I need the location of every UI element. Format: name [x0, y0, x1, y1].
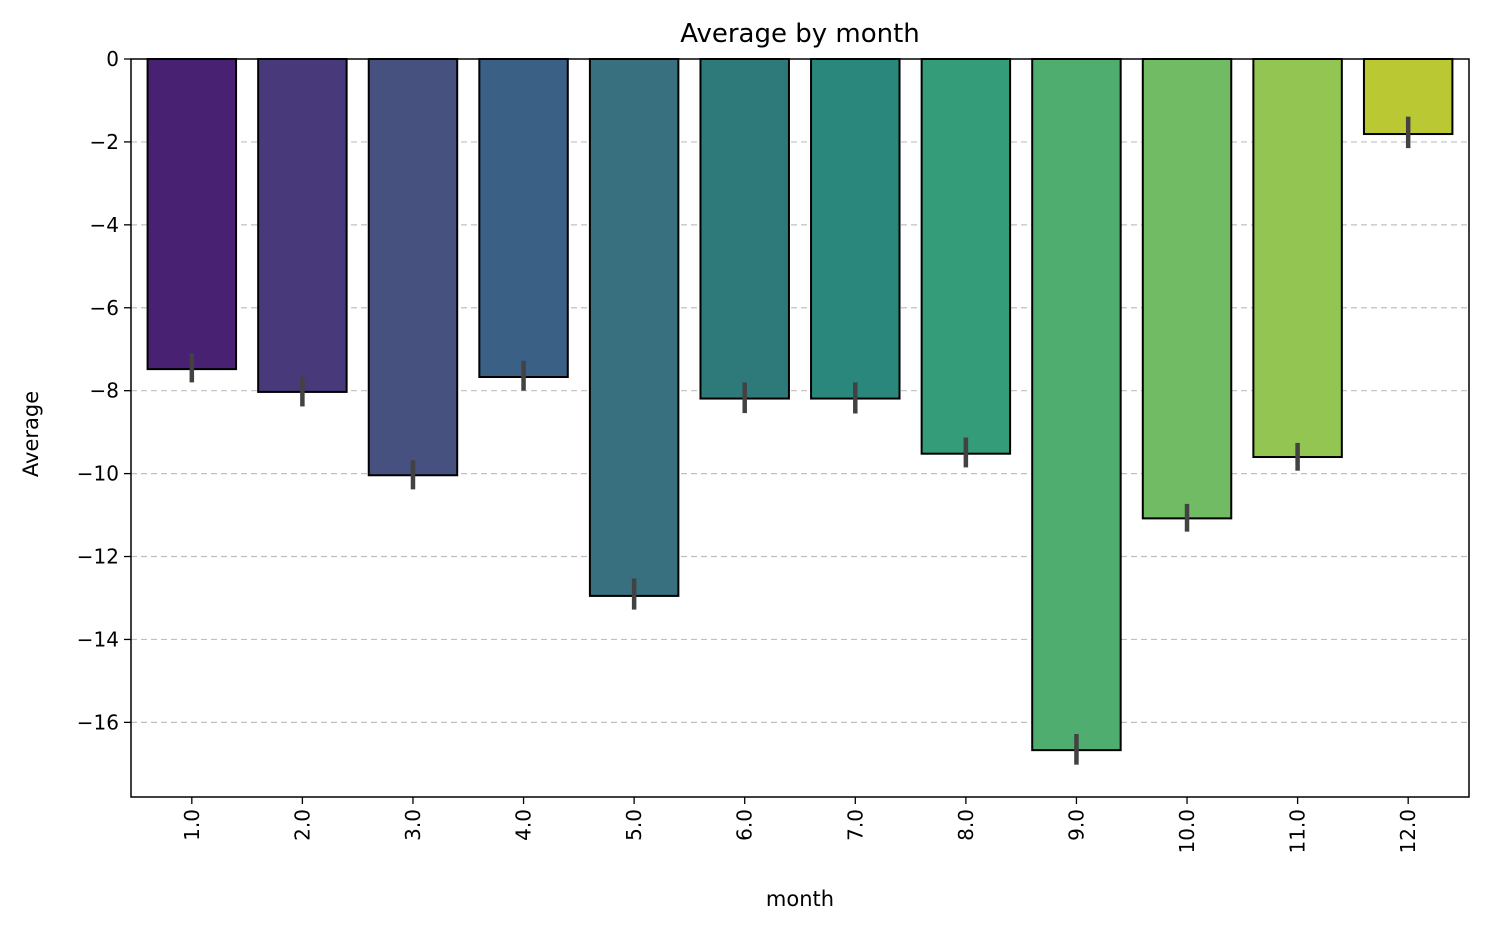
- y-tick-label: −2: [90, 130, 119, 154]
- bar-month-10: [1141, 58, 1233, 520]
- x-axis-ticks: 1.0 2.0 3.0 4.0 5.0 6.0 7.0 8.0 9.0 10.0 11.0 12.0: [180, 797, 1420, 854]
- y-tick-label: −8: [90, 379, 119, 403]
- error-bars: [189, 116, 1411, 765]
- chart-title: Average by month: [680, 19, 920, 49]
- x-axis-label: month: [766, 887, 834, 911]
- y-tick-label: −4: [90, 213, 119, 237]
- bar-month-3: [367, 58, 459, 477]
- x-tick-label: 11.0: [1286, 809, 1310, 854]
- x-tick-label: 4.0: [512, 809, 536, 841]
- y-tick-label: −6: [90, 296, 119, 320]
- gridlines: [131, 141, 1469, 723]
- bar-month-1: [146, 58, 238, 371]
- x-tick-label: 10.0: [1175, 809, 1199, 854]
- x-tick-label: 3.0: [401, 809, 425, 841]
- x-tick-label: 12.0: [1396, 809, 1420, 854]
- x-tick-label: 2.0: [290, 809, 314, 841]
- y-tick-label: −12: [77, 545, 119, 569]
- x-tick-label: 7.0: [843, 809, 867, 841]
- plot-frame: [130, 58, 1470, 798]
- y-axis-ticks: 0 −2 −4 −6 −8 −10 −12 −14 −16: [77, 47, 131, 734]
- x-tick-label: 9.0: [1064, 809, 1088, 841]
- y-tick-label: −10: [77, 462, 119, 486]
- bar-month-11: [1252, 58, 1343, 459]
- y-tick-label: 0: [106, 47, 119, 71]
- y-tick-label: −14: [77, 627, 119, 651]
- bar-month-2: [257, 58, 348, 393]
- bar-month-8: [920, 58, 1012, 455]
- bar-month-4: [478, 58, 569, 379]
- x-tick-label: 5.0: [622, 809, 646, 841]
- y-axis-label: Average: [19, 391, 43, 477]
- x-tick-label: 8.0: [954, 809, 978, 841]
- bar-month-7: [810, 58, 901, 400]
- x-tick-label: 6.0: [733, 809, 757, 841]
- y-tick-label: −16: [77, 710, 119, 734]
- x-tick-label: 1.0: [180, 809, 204, 841]
- bar-month-6: [699, 58, 790, 400]
- bar-month-9: [1031, 58, 1122, 752]
- bar-month-5: [588, 58, 680, 597]
- bars: [146, 58, 1454, 752]
